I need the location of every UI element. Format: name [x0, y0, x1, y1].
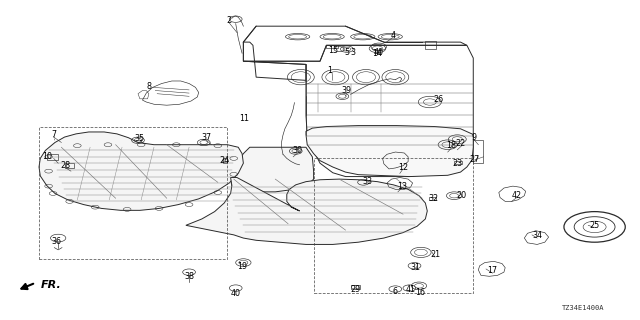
- Bar: [39, 126, 227, 260]
- Text: 21: 21: [430, 251, 440, 260]
- Text: 29: 29: [350, 285, 360, 294]
- Text: 11: 11: [239, 114, 250, 123]
- Text: 19: 19: [237, 262, 247, 271]
- Text: 28: 28: [61, 161, 71, 170]
- Text: 7: 7: [51, 130, 56, 139]
- Text: 20: 20: [457, 190, 467, 200]
- Text: 12: 12: [398, 163, 408, 172]
- Text: 1: 1: [327, 66, 332, 75]
- Text: 36: 36: [51, 237, 61, 246]
- Text: 35: 35: [135, 134, 145, 143]
- Polygon shape: [186, 178, 428, 244]
- Text: 31: 31: [411, 263, 420, 272]
- Text: FR.: FR.: [40, 280, 61, 290]
- Text: 18: 18: [447, 141, 456, 150]
- Text: 13: 13: [397, 182, 407, 191]
- Text: 23: 23: [452, 159, 462, 168]
- Text: 9: 9: [472, 133, 477, 142]
- Text: 2: 2: [227, 16, 232, 25]
- Text: 17: 17: [488, 266, 497, 276]
- Text: 27: 27: [469, 155, 479, 164]
- Text: 41: 41: [406, 285, 416, 294]
- Text: 40: 40: [374, 48, 384, 57]
- Text: TZ34E1400A: TZ34E1400A: [562, 305, 604, 311]
- Text: 4: 4: [391, 31, 396, 40]
- Text: 8: 8: [147, 82, 151, 91]
- Text: 39: 39: [342, 86, 352, 95]
- Text: 30: 30: [292, 146, 303, 155]
- Text: 37: 37: [201, 133, 211, 142]
- Text: 15: 15: [328, 45, 338, 55]
- Text: 14: 14: [372, 49, 383, 58]
- Text: 25: 25: [589, 221, 600, 230]
- Text: 5: 5: [344, 48, 349, 57]
- Text: 16: 16: [415, 288, 425, 297]
- Text: 33: 33: [363, 177, 373, 186]
- Text: 10: 10: [42, 152, 52, 161]
- Text: 34: 34: [532, 231, 542, 240]
- Text: 6: 6: [393, 287, 398, 296]
- Polygon shape: [306, 125, 473, 177]
- Polygon shape: [39, 132, 243, 210]
- Text: 40: 40: [230, 289, 241, 298]
- Text: 22: 22: [456, 139, 466, 148]
- Text: 26: 26: [433, 95, 444, 104]
- Text: 38: 38: [184, 272, 194, 281]
- Polygon shape: [230, 147, 314, 192]
- Text: 42: 42: [511, 190, 522, 200]
- Text: 3: 3: [351, 48, 356, 57]
- Text: 24: 24: [219, 156, 229, 165]
- Text: 32: 32: [429, 194, 439, 204]
- Bar: [314, 158, 473, 293]
